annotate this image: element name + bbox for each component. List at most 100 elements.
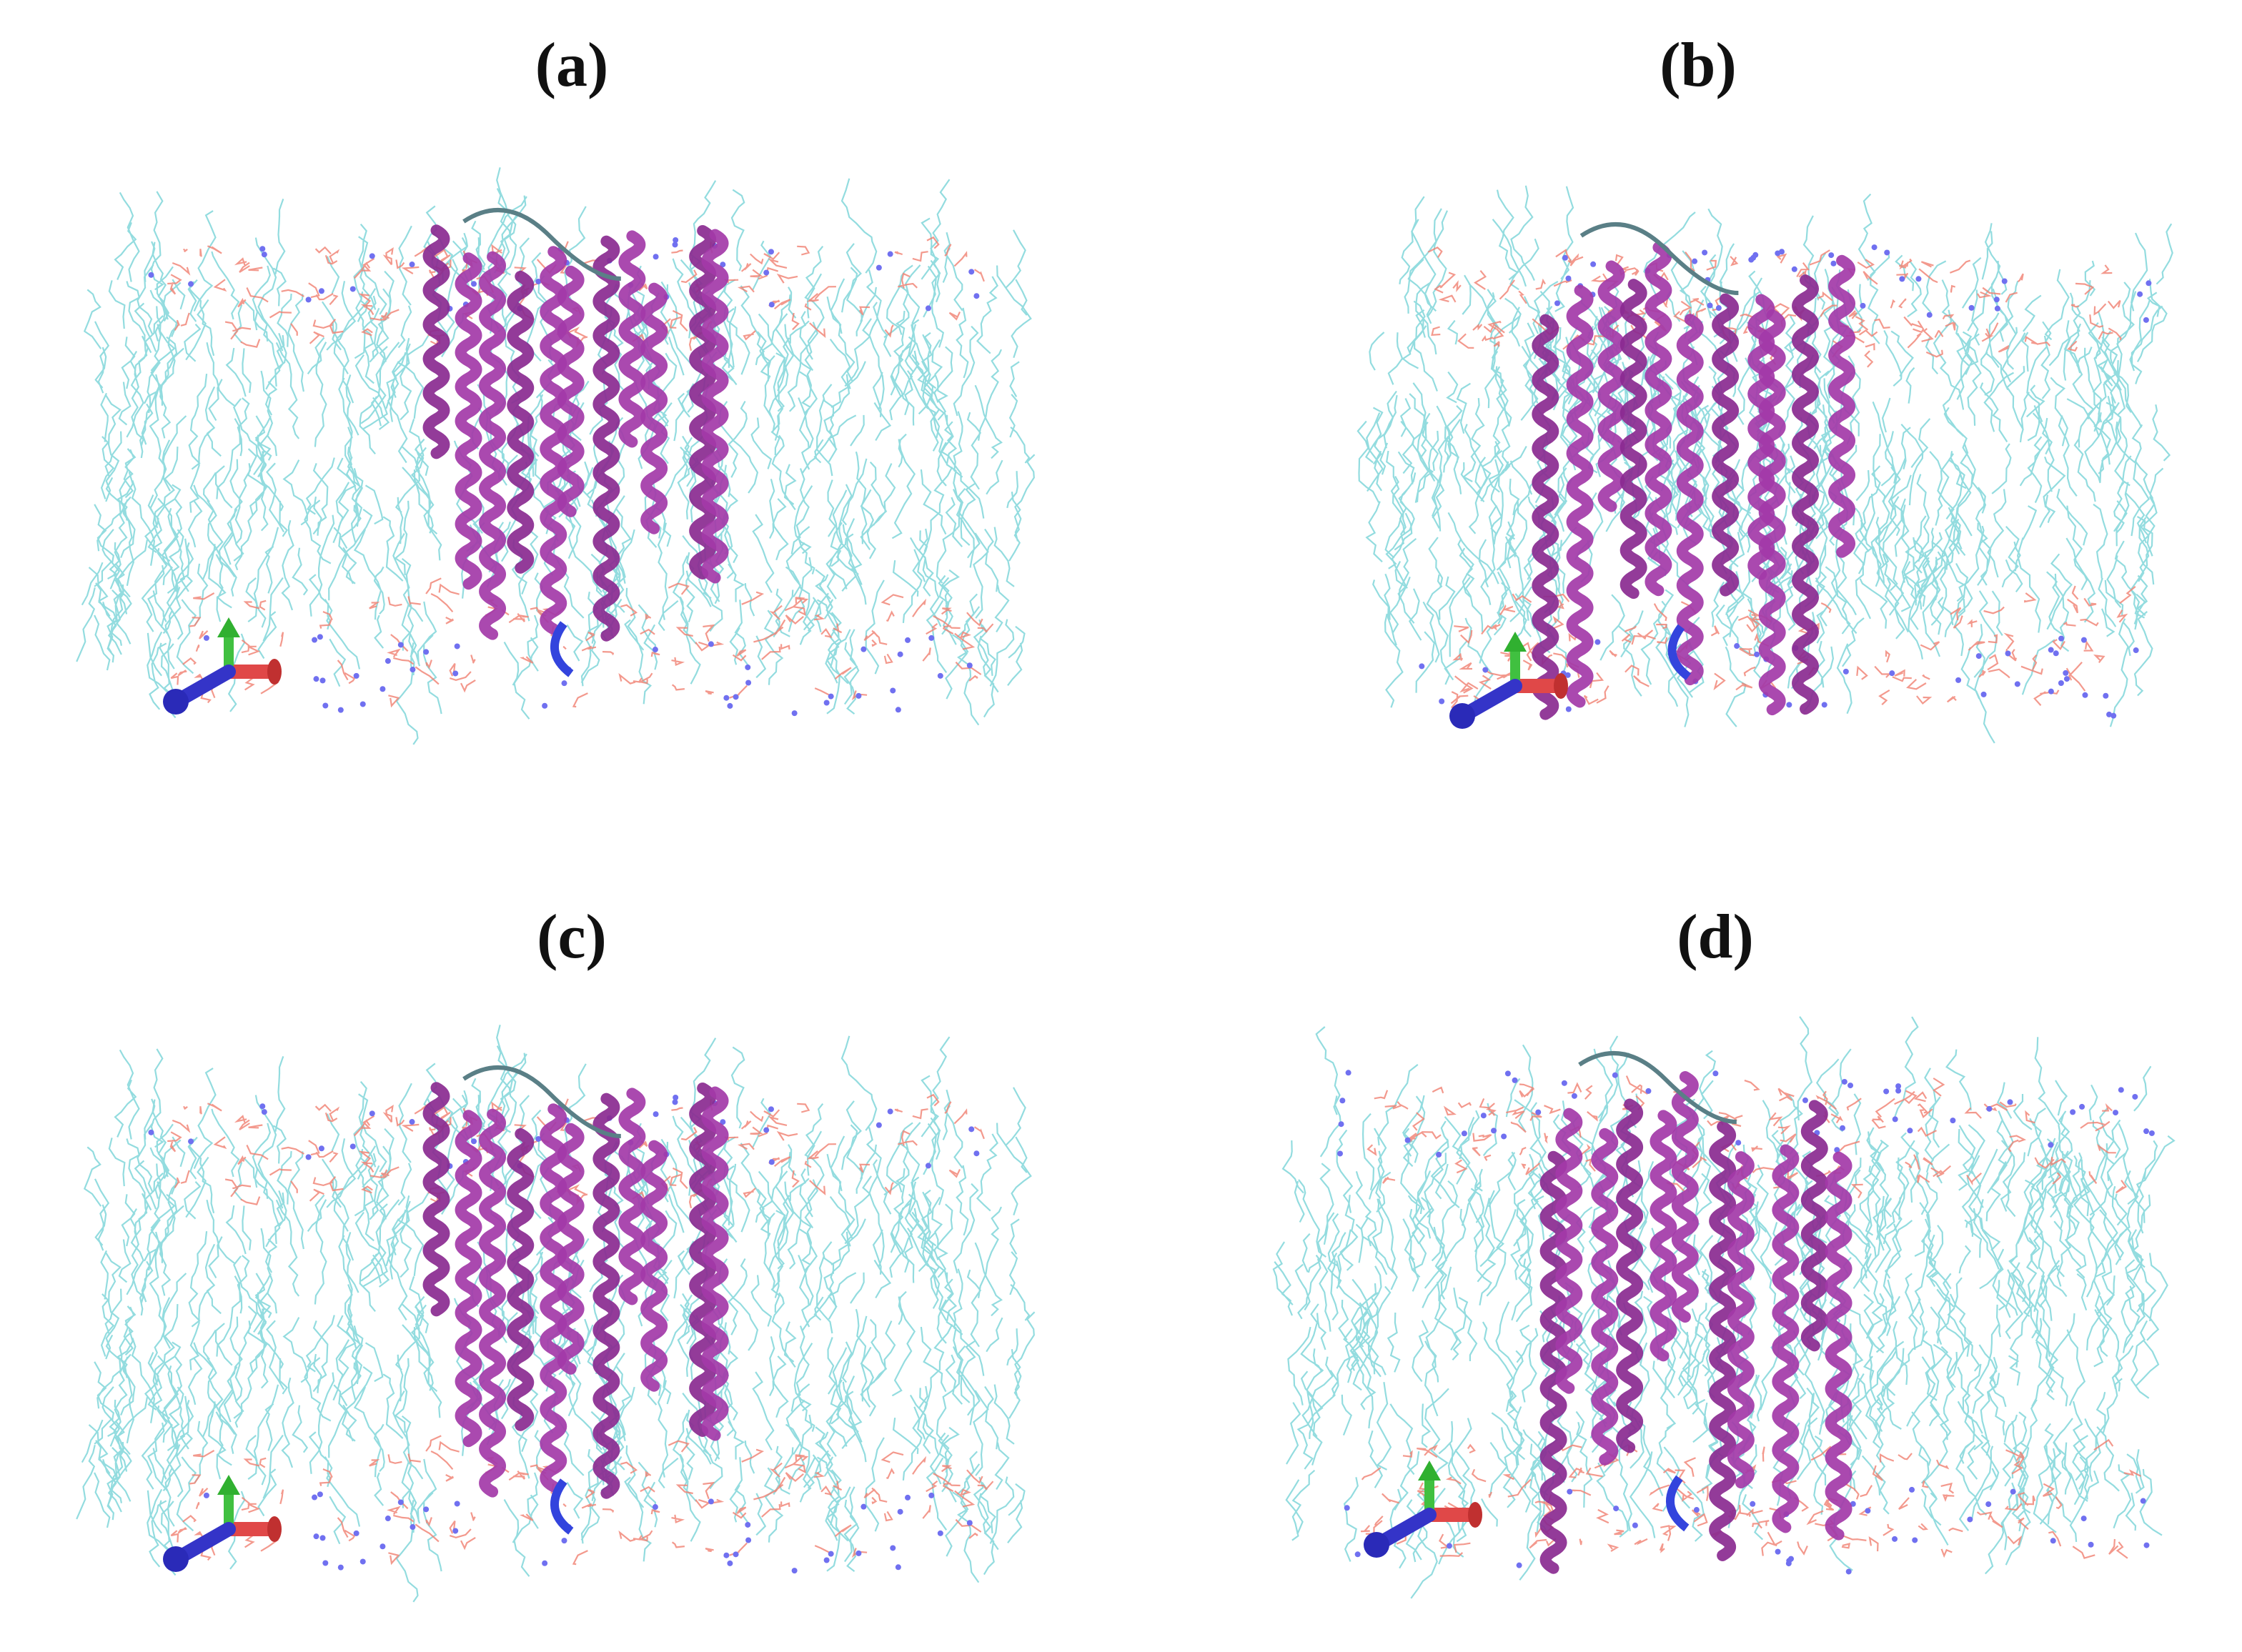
nitrogen-atom — [768, 302, 775, 308]
nitrogen-atom — [1564, 672, 1571, 678]
protein-helix — [592, 235, 620, 642]
nitrogen-atom — [1715, 305, 1722, 312]
nitrogen-atom — [928, 1492, 935, 1498]
nitrogen-atom — [1565, 706, 1572, 712]
nitrogen-atom — [1994, 305, 2000, 312]
nitrogen-atom — [763, 1127, 770, 1133]
nitrogen-atom — [1884, 249, 1890, 256]
nitrogen-atom — [1828, 252, 1835, 259]
nitrogen-atom — [2014, 681, 2020, 687]
protein-helix — [1532, 314, 1559, 720]
protein-loop — [1579, 222, 1739, 295]
nitrogen-atom — [148, 272, 154, 278]
nitrogen-atom — [1504, 1070, 1511, 1077]
nitrogen-atom — [1632, 1522, 1638, 1528]
nitrogen-atom — [1339, 1098, 1346, 1104]
nitrogen-atom — [1554, 300, 1560, 307]
nitrogen-atom — [1446, 1543, 1452, 1549]
protein-helix — [1591, 1128, 1619, 1466]
nitrogen-atom — [855, 1550, 862, 1556]
nitrogen-atom — [410, 667, 416, 673]
nitrogen-atom — [1337, 1150, 1344, 1157]
nitrogen-atom — [966, 1520, 973, 1526]
nitrogen-atom — [1915, 276, 1922, 282]
nitrogen-atom — [672, 1099, 678, 1105]
nitrogen-atom — [1512, 1077, 1518, 1083]
nitrogen-atom — [791, 710, 798, 717]
panel-label: (a) — [535, 31, 609, 100]
nitrogen-atom — [1750, 1501, 1756, 1507]
nitrogen-atom — [2058, 680, 2064, 686]
nitrogen-atom — [1354, 1551, 1361, 1558]
protein-loop — [550, 1478, 574, 1535]
protein-helix — [422, 224, 450, 459]
nitrogen-atom — [708, 1498, 714, 1505]
nitrogen-atom — [471, 281, 477, 287]
nitrogen-atom — [2010, 1488, 2016, 1495]
nitrogen-atom — [2106, 711, 2113, 717]
nitrogen-atom — [652, 1504, 658, 1511]
nitrogen-atom — [319, 677, 326, 684]
nitrogen-atom — [2103, 692, 2109, 699]
nitrogen-atom — [349, 286, 356, 292]
nitrogen-atom — [937, 672, 943, 679]
nitrogen-atom — [890, 1545, 896, 1551]
nitrogen-atom — [925, 305, 931, 312]
nitrogen-atom — [1735, 1140, 1742, 1146]
nitrogen-atom — [708, 641, 714, 647]
md-snapshot — [1356, 185, 2173, 744]
nitrogen-atom — [1693, 1507, 1700, 1513]
nitrogen-atom — [791, 1568, 798, 1574]
nitrogen-atom — [897, 651, 903, 657]
nitrogen-atom — [895, 707, 901, 713]
nitrogen-atom — [319, 1535, 326, 1541]
nitrogen-atom — [1436, 1151, 1442, 1158]
protein-helix — [479, 1108, 506, 1498]
protein-helix — [592, 1093, 620, 1499]
nitrogen-atom — [973, 293, 980, 299]
nitrogen-atom — [1865, 1508, 1871, 1514]
nitrogen-atom — [261, 1109, 267, 1115]
nitrogen-atom — [1338, 1121, 1344, 1128]
nitrogen-atom — [2082, 692, 2088, 698]
nitrogen-atom — [860, 646, 867, 652]
nitrogen-atom — [1461, 1130, 1467, 1137]
protein-helix — [557, 1123, 585, 1375]
nitrogen-atom — [1840, 1125, 1846, 1131]
nitrogen-atom — [1535, 1109, 1542, 1115]
protein-helix — [1566, 284, 1594, 708]
protein-helix — [455, 252, 482, 590]
panel-label: (b) — [1660, 31, 1737, 100]
nitrogen-atom — [1565, 275, 1572, 282]
nitrogen-atom — [454, 1501, 460, 1507]
nitrogen-atom — [1892, 1116, 1898, 1123]
panel-label: (d) — [1677, 902, 1754, 972]
nitrogen-atom — [305, 1154, 312, 1160]
nitrogen-atom — [2118, 1087, 2124, 1093]
axis-x-cap — [1468, 1502, 1482, 1528]
nitrogen-atom — [188, 1138, 194, 1145]
protein-loop — [1578, 1051, 1737, 1124]
nitrogen-atom — [1950, 1118, 1956, 1124]
nitrogen-atom — [2133, 647, 2139, 654]
nitrogen-atom — [876, 1122, 882, 1128]
nitrogen-atom — [876, 264, 882, 271]
nitrogen-atom — [928, 635, 935, 641]
nitrogen-atom — [423, 649, 430, 655]
nitrogen-atom — [313, 1533, 319, 1540]
nitrogen-atom — [1645, 1088, 1652, 1094]
nitrogen-atom — [452, 670, 459, 677]
nitrogen-atom — [2080, 1516, 2087, 1522]
nitrogen-atom — [672, 242, 678, 248]
protein-helix — [618, 1088, 646, 1305]
nitrogen-atom — [2143, 1128, 2150, 1135]
protein-helix — [1772, 1144, 1800, 1533]
nitrogen-atom — [1830, 260, 1837, 267]
nitrogen-atom — [1501, 1133, 1507, 1140]
nitrogen-atom — [2050, 1538, 2056, 1544]
nitrogen-atom — [1892, 1536, 1898, 1542]
nitrogen-atom — [887, 251, 893, 257]
nitrogen-atom — [1516, 1562, 1522, 1568]
